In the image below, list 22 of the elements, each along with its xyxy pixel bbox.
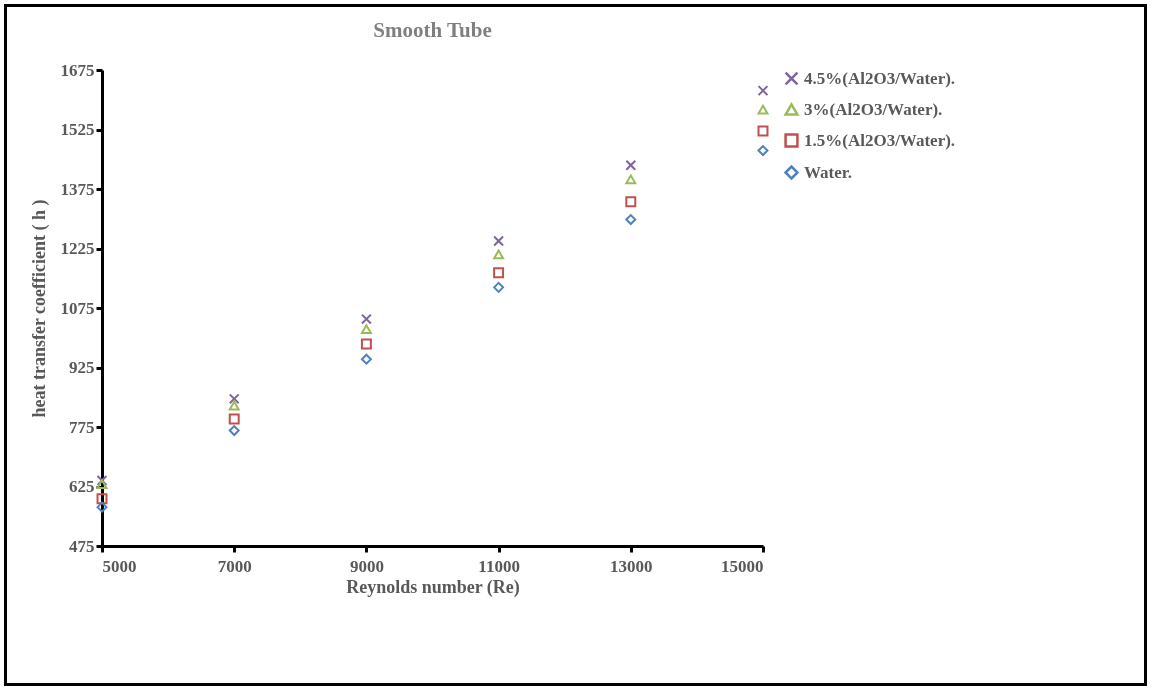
x-tick-label: 7000	[217, 556, 252, 576]
chart-title: Smooth Tube	[373, 18, 492, 42]
legend-label: 1.5%(Al2O3/Water).	[804, 130, 956, 150]
y-tick-label: 1675	[60, 60, 95, 80]
legend-label: 4.5%(Al2O3/Water).	[804, 68, 956, 88]
y-tick-label: 475	[69, 536, 95, 556]
y-tick-label: 625	[69, 477, 95, 496]
y-tick-label: 1525	[60, 120, 95, 139]
y-tick-label: 925	[69, 358, 95, 377]
x-tick-label: 11000	[478, 556, 520, 576]
legend-label: Water.	[804, 162, 853, 182]
x-tick-label: 13000	[610, 556, 653, 576]
legend-label: 3%(Al2O3/Water).	[804, 99, 943, 119]
x-tick-label: 15000	[721, 556, 764, 576]
y-axis-title: heat transfer coefficient ( h )	[28, 199, 50, 418]
y-tick-label: 1075	[60, 298, 95, 318]
y-tick-label: 1375	[60, 179, 95, 199]
y-tick-label: 1225	[60, 239, 95, 258]
y-tick-label: 775	[69, 417, 95, 437]
x-tick-label: 5000	[102, 556, 137, 576]
x-axis-title: Reynolds number (Re)	[346, 576, 520, 598]
x-tick-label: 9000	[349, 556, 384, 576]
